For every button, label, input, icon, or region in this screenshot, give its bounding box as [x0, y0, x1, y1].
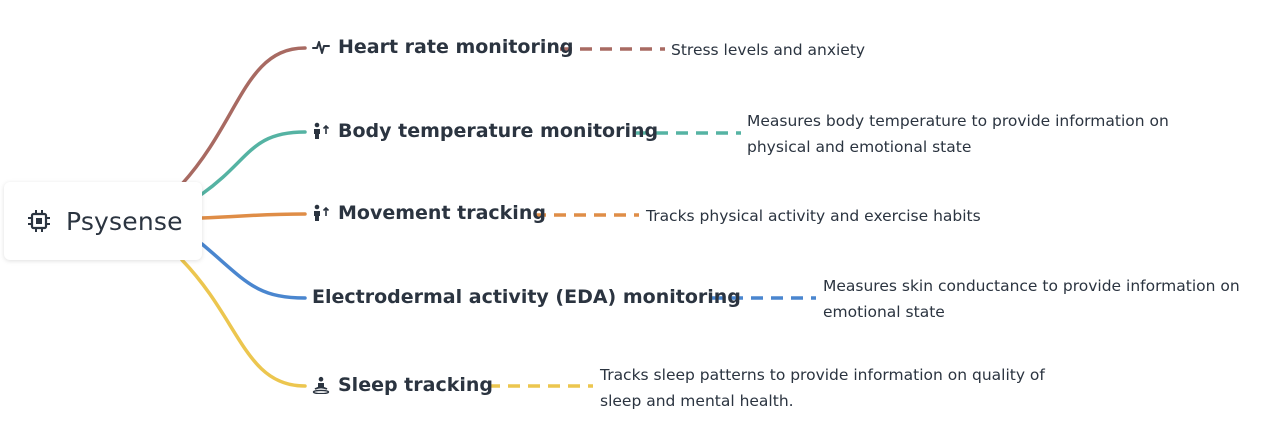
root-node[interactable]: Psysense [4, 182, 202, 260]
chip-icon [26, 208, 52, 234]
leaf-line: sleep and mental health. [600, 392, 794, 410]
person-up-icon [312, 204, 330, 222]
branch-body-temperature[interactable]: Body temperature monitoring [312, 120, 658, 142]
branch-label: Body temperature monitoring [338, 120, 659, 142]
branch-heart-rate[interactable]: Heart rate monitoring [312, 36, 574, 58]
leaf-line: emotional state [823, 303, 945, 321]
leaf-line: Measures body temperature to provide inf… [747, 112, 1169, 130]
leaf-line: Measures skin conductance to provide inf… [823, 277, 1240, 295]
connector-sleep [180, 258, 307, 388]
branch-eda[interactable]: Electrodermal activity (EDA) monitoring [312, 286, 741, 308]
connector-body-temperature [200, 130, 307, 196]
connector-eda [200, 242, 307, 300]
leaf-line: Stress levels and anxiety [671, 41, 866, 59]
meditation-icon [312, 376, 330, 394]
branch-sleep[interactable]: Sleep tracking [312, 374, 493, 396]
leaf-body-temperature[interactable]: Measures body temperature to provide inf… [747, 108, 1169, 160]
connector-movement [200, 212, 307, 220]
leaf-heart-rate[interactable]: Stress levels and anxiety [671, 37, 865, 63]
connector-heart-rate [180, 46, 307, 186]
branch-label: Heart rate monitoring [338, 36, 574, 58]
branch-label: Movement tracking [338, 202, 546, 224]
heartbeat-icon [312, 39, 330, 55]
branch-label: Electrodermal activity (EDA) monitoring [312, 286, 741, 308]
branch-label: Sleep tracking [338, 374, 493, 396]
root-label: Psysense [66, 206, 183, 236]
leaf-sleep[interactable]: Tracks sleep patterns to provide informa… [600, 362, 1045, 414]
branch-movement[interactable]: Movement tracking [312, 202, 546, 224]
person-up-icon [312, 122, 330, 140]
leaf-line: Tracks physical activity and exercise ha… [646, 207, 981, 225]
leaf-eda[interactable]: Measures skin conductance to provide inf… [823, 273, 1240, 325]
leaf-line: Tracks sleep patterns to provide informa… [600, 366, 1045, 384]
leaf-line: physical and emotional state [747, 138, 972, 156]
leaf-movement[interactable]: Tracks physical activity and exercise ha… [646, 203, 981, 229]
